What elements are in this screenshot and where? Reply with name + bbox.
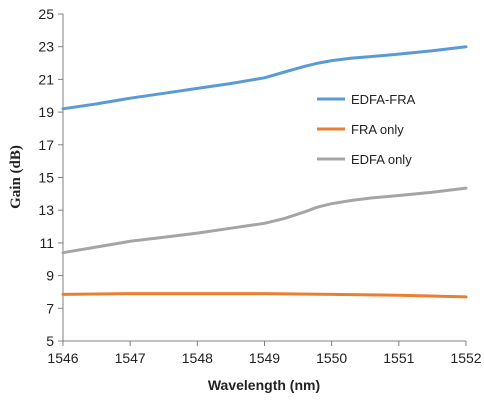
legend-label: EDFA-FRA	[351, 92, 416, 107]
y-tick-label: 15	[38, 170, 54, 186]
y-tick-label: 5	[46, 333, 54, 349]
y-tick-label: 21	[38, 71, 54, 87]
x-tick-label: 1548	[182, 350, 213, 366]
legend-label: FRA only	[351, 122, 404, 137]
series-line-edfa-fra	[61, 45, 468, 111]
x-tick-label: 1547	[115, 350, 146, 366]
series-line-fra-only	[61, 292, 468, 299]
y-tick-label: 13	[38, 202, 54, 218]
x-tick-label: 1549	[249, 350, 280, 366]
x-axis-title: Wavelength (nm)	[208, 377, 320, 393]
y-tick-label: 11	[39, 235, 54, 251]
y-tick-label: 25	[38, 6, 54, 22]
x-tick-label: 1550	[316, 350, 347, 366]
series-line-edfa-only	[61, 186, 468, 255]
y-axis-title: Gain (dB)	[8, 145, 24, 209]
y-tick-label: 17	[38, 137, 54, 153]
legend-label: EDFA only	[351, 152, 412, 167]
x-tick-label: 1552	[450, 350, 481, 366]
y-tick-label: 9	[46, 268, 54, 284]
x-tick-label: 1546	[47, 350, 78, 366]
x-tick-label: 1551	[383, 350, 414, 366]
y-tick-label: 23	[38, 39, 54, 55]
y-tick-label: 7	[46, 300, 54, 316]
y-tick-label: 19	[38, 104, 54, 120]
